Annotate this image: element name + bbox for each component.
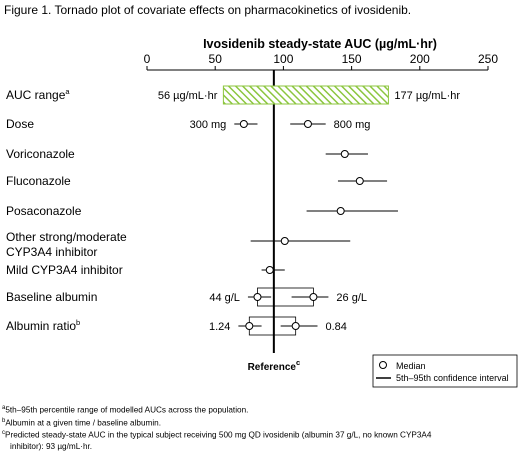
row-label-auc-range: AUC rangea (6, 87, 70, 102)
median-marker (265, 266, 274, 274)
row-label: Mild CYP3A4 inhibitor (6, 263, 123, 277)
point-label: 1.24 (209, 321, 230, 333)
row-label: Other strong/moderate (6, 230, 127, 244)
row-label: Voriconazole (6, 147, 75, 161)
median-marker (336, 207, 345, 215)
point-label: 300 mg (190, 119, 227, 131)
row-label: Dose (6, 117, 34, 131)
point-label: 26 g/L (336, 292, 367, 304)
auc-range-bar (222, 85, 389, 105)
point-label: 800 mg (334, 119, 371, 131)
median-marker (239, 120, 248, 128)
median-marker (253, 293, 262, 301)
point-label: 0.84 (326, 321, 347, 333)
median-marker (355, 177, 364, 185)
legend-box (372, 354, 518, 388)
row-label: Albumin ratiob (6, 318, 80, 333)
x-tick-label: 100 (273, 52, 293, 66)
x-tick-label: 150 (342, 52, 362, 66)
x-tick-label: 200 (410, 52, 430, 66)
reference-label: Referencec (248, 358, 301, 373)
row-label-line2: CYP3A4 inhibitor (6, 245, 97, 259)
legend-median-label: Median (396, 361, 426, 371)
legend-median-marker (379, 361, 387, 369)
x-tick-label: 50 (209, 52, 223, 66)
row-label: Fluconazole (6, 174, 71, 188)
median-marker (309, 293, 318, 301)
x-tick-label: 0 (144, 52, 151, 66)
footnote-c: cPredicted steady-state AUC in the typic… (2, 430, 432, 441)
footnote-c-continued: inhibitor): 93 µg/mL·hr. (10, 442, 93, 452)
median-marker (245, 322, 254, 330)
x-tick-label: 250 (478, 52, 498, 66)
median-marker (291, 322, 300, 330)
row-label: Posaconazole (6, 204, 82, 218)
figure-caption: Figure 1. Tornado plot of covariate effe… (4, 3, 412, 17)
row-label: Baseline albumin (6, 290, 97, 304)
footnotes: a5th–95th percentile range of modelled A… (2, 403, 431, 452)
tornado-plot: 0 50 100 150 200 250 Referencec AUC rangea 56 µg… (6, 52, 518, 388)
point-label: 44 g/L (209, 292, 240, 304)
auc-range-low-label: 56 µg/mL·hr (158, 90, 218, 102)
x-axis-title: Ivosidenib steady-state AUC (µg/mL·hr) (203, 37, 437, 51)
median-marker (340, 150, 349, 158)
footnote-a: a5th–95th percentile range of modelled A… (2, 405, 249, 415)
median-marker (303, 120, 312, 128)
median-marker (280, 237, 289, 245)
auc-range-high-label: 177 µg/mL·hr (394, 90, 460, 102)
legend-ci-label: 5th–95th confidence interval (396, 373, 509, 383)
footnote-b: bAlbumin at a given time / baseline albu… (2, 417, 161, 428)
